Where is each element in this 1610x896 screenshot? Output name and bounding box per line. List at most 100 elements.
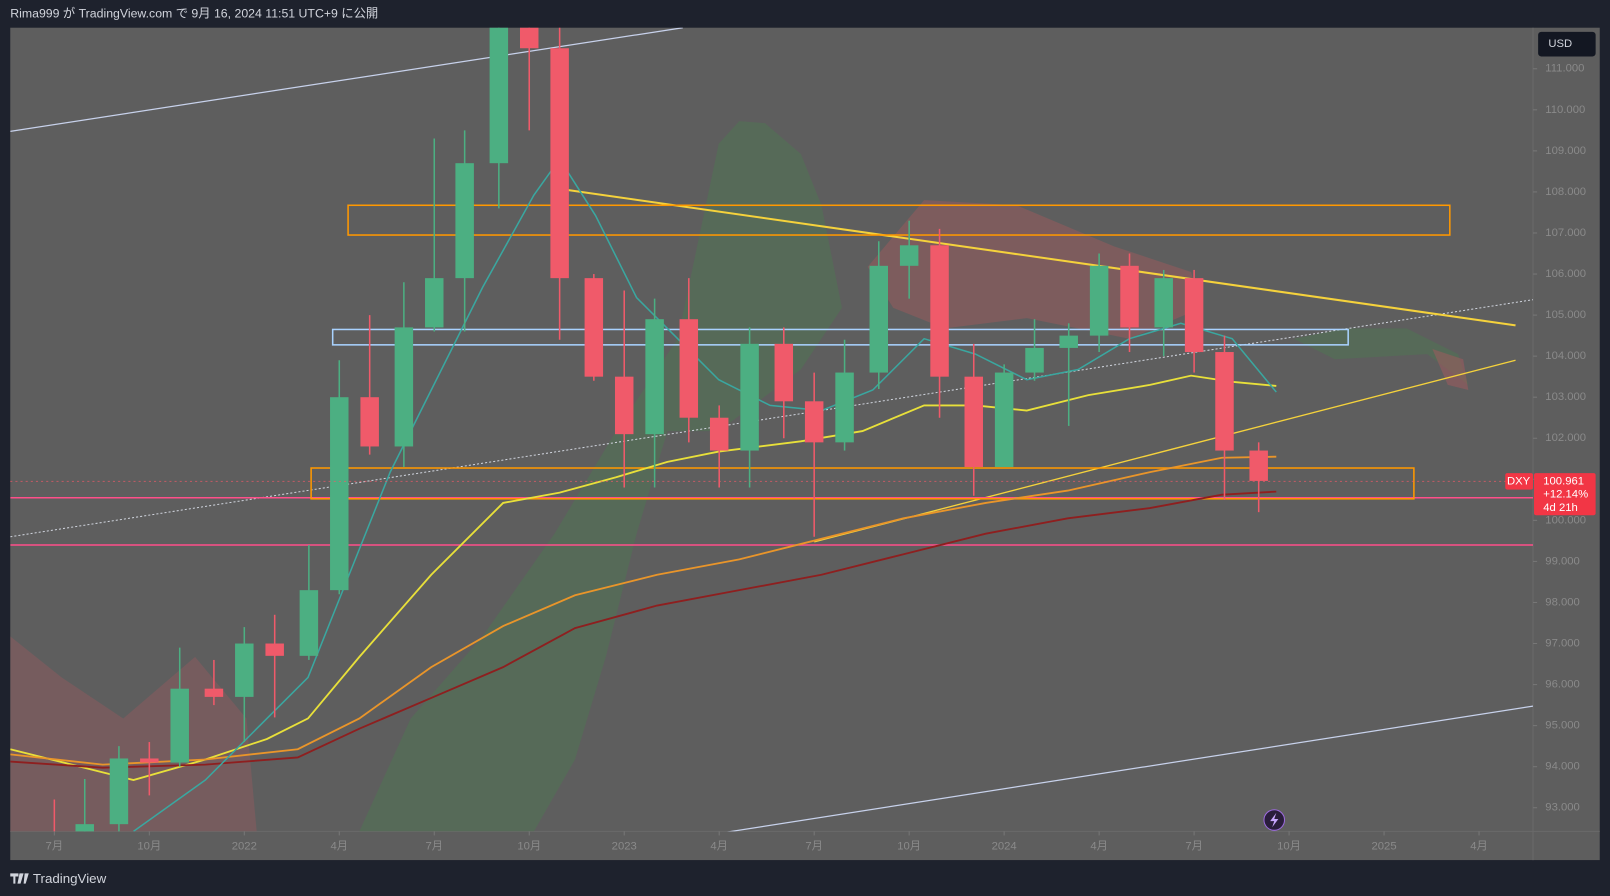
candle-body [1120, 265, 1139, 328]
candle-body [170, 688, 189, 763]
x-tick-label: 4月 [1090, 841, 1108, 853]
candle-body [709, 417, 729, 451]
currency-label: USD [1548, 38, 1572, 50]
y-tick-label: 102.000 [1545, 432, 1586, 444]
zone-box [310, 467, 1415, 500]
chart-panel [10, 27, 1600, 861]
ichimoku-cloud [1432, 348, 1469, 391]
x-tick-label: 10月 [1277, 841, 1301, 853]
candle-body [835, 372, 854, 443]
x-tick-label: 10月 [517, 841, 541, 853]
header-title: Rima999 が TradingView.com で 9月 16, 2024 … [10, 6, 378, 21]
candle-body [930, 245, 949, 377]
moving-average [10, 490, 1277, 769]
x-tick-label: 7月 [1185, 841, 1203, 853]
trend-line [814, 359, 1516, 543]
candle-body [1059, 335, 1078, 348]
x-tick-label: 2022 [232, 841, 257, 853]
moving-average [10, 455, 1277, 766]
y-tick-label: 96.000 [1545, 679, 1580, 691]
symbol-tag [1505, 473, 1533, 490]
zone-box [347, 204, 1451, 236]
y-tick-label: 111.000 [1545, 63, 1584, 75]
footer-brand: TradingView [33, 871, 107, 886]
candle-body [204, 688, 224, 697]
candle-body [994, 372, 1014, 467]
ichimoku-cloud [10, 636, 257, 832]
candle-body [1089, 265, 1109, 336]
countdown: 4d 21h [1543, 502, 1578, 514]
y-tick-label: 105.000 [1545, 309, 1586, 321]
candles [53, 27, 1268, 832]
candle-body [679, 319, 699, 418]
candle-body [360, 397, 379, 447]
y-tick-label: 104.000 [1545, 350, 1586, 362]
candle-body [614, 376, 634, 435]
candle-body [1184, 278, 1204, 353]
candle-body [75, 824, 94, 832]
candle-body [1249, 450, 1268, 481]
x-tick-label: 2025 [1372, 841, 1397, 853]
candle-body [899, 245, 919, 266]
drawings [10, 27, 1533, 832]
channel-line [727, 705, 1533, 832]
x-tick-label: 2024 [992, 841, 1017, 853]
candle-body [645, 319, 664, 435]
y-tick-label: 99.000 [1545, 555, 1580, 567]
x-tick-label: 4月 [710, 841, 728, 853]
y-tick-label: 109.000 [1545, 145, 1586, 157]
logo [10, 873, 29, 884]
candle-body [140, 758, 159, 763]
price-change: +12.14% [1543, 489, 1588, 501]
candle-body [489, 27, 509, 164]
x-tick-label: 7月 [46, 841, 64, 853]
y-tick-label: 110.000 [1545, 104, 1585, 116]
x-tick-label: 2023 [612, 841, 637, 853]
candle-body [425, 278, 444, 328]
x-tick-label: 7月 [425, 841, 443, 853]
candle-body [519, 27, 539, 49]
y-tick-label: 100.000 [1545, 514, 1586, 526]
moving-average [133, 157, 1277, 832]
candle-body [740, 343, 759, 451]
candle-body [869, 265, 889, 373]
currency-button[interactable] [1538, 31, 1596, 57]
x-tick-label: 7月 [805, 841, 823, 853]
y-tick-label: 108.000 [1545, 186, 1586, 198]
price-value: 100.961 [1543, 475, 1584, 487]
moving-average [10, 374, 1277, 781]
candle-body [804, 401, 824, 443]
y-tick-label: 95.000 [1545, 720, 1580, 732]
candle-body [1025, 347, 1044, 373]
candle-body [455, 163, 474, 279]
flash-glyph [1270, 812, 1279, 828]
candle-body [394, 327, 414, 447]
candle-body [964, 376, 983, 467]
y-tick-label: 107.000 [1545, 227, 1586, 239]
y-tick-label: 94.000 [1545, 761, 1580, 773]
candle-body [235, 643, 254, 697]
x-tick-label: 10月 [137, 841, 161, 853]
y-tick-label: 106.000 [1545, 268, 1586, 280]
candle-body [774, 343, 794, 402]
y-tick-label: 98.000 [1545, 596, 1580, 608]
zone-box [331, 328, 1349, 346]
candle-body [584, 278, 604, 377]
channel-line [10, 27, 683, 132]
candle-body [330, 397, 349, 591]
x-tick-label: 10月 [897, 841, 921, 853]
y-tick-label: 97.000 [1545, 638, 1580, 650]
symbol-label: DXY [1507, 475, 1531, 487]
y-tick-label: 93.000 [1545, 802, 1580, 814]
y-tick-label: 103.000 [1545, 391, 1586, 403]
candle-body [265, 643, 284, 656]
candle-body [299, 590, 319, 656]
x-tick-label: 4月 [330, 841, 348, 853]
price-tag [1534, 473, 1596, 516]
trend-line [566, 188, 1516, 327]
ichimoku-cloud [359, 121, 842, 832]
candle-body [1215, 352, 1234, 451]
candle-body [550, 48, 569, 279]
